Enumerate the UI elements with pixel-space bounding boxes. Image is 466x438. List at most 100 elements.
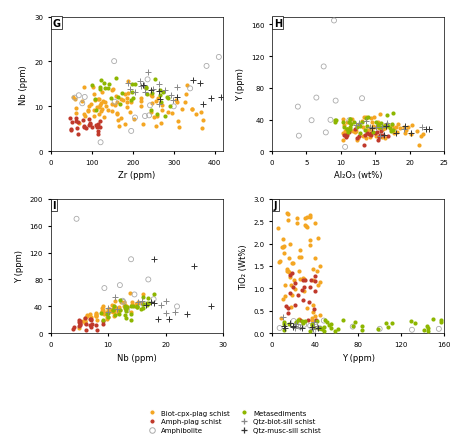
Point [377, 133, 384, 140]
Point [164, 110, 172, 117]
Point [341, 131, 349, 138]
Point [108, 95, 115, 102]
Point [348, 117, 356, 124]
Point [122, 315, 130, 322]
Point [85, 116, 92, 123]
Point [123, 307, 131, 314]
Point [143, 84, 150, 91]
Point [199, 101, 207, 108]
Point [199, 125, 206, 132]
Point [301, 318, 308, 325]
Point [294, 292, 302, 299]
Point [122, 312, 129, 319]
Text: J: J [274, 201, 277, 211]
Point [280, 250, 288, 257]
Point [79, 117, 86, 124]
Point [344, 126, 351, 133]
Point [141, 113, 149, 120]
Point [291, 286, 298, 293]
Point [313, 323, 320, 330]
Point [69, 94, 76, 101]
Point [76, 320, 83, 327]
Point [99, 307, 107, 314]
Point [89, 84, 96, 91]
Point [340, 130, 347, 137]
Point [284, 210, 291, 217]
Point [93, 104, 100, 111]
Point [275, 259, 283, 266]
Point [130, 95, 137, 102]
Point [100, 310, 107, 317]
Point [350, 120, 358, 127]
Point [384, 124, 392, 131]
Point [384, 134, 391, 141]
Point [281, 323, 288, 330]
Point [67, 127, 75, 134]
Y-axis label: Y (ppm): Y (ppm) [236, 68, 245, 101]
Y-axis label: Y (ppm): Y (ppm) [15, 250, 24, 283]
Point [311, 313, 319, 320]
Point [340, 137, 347, 144]
Point [174, 95, 181, 102]
Point [294, 220, 301, 227]
Point [104, 306, 112, 313]
Point [316, 263, 323, 270]
Point [121, 121, 128, 128]
Point [81, 314, 89, 321]
Point [104, 314, 111, 321]
Point [103, 314, 111, 321]
Point [87, 120, 94, 127]
Point [156, 87, 164, 94]
Point [437, 317, 445, 324]
Point [81, 124, 88, 131]
Point [303, 224, 310, 231]
Point [144, 276, 152, 283]
Point [151, 256, 158, 263]
Point [96, 102, 104, 109]
Point [289, 284, 297, 291]
Point [407, 318, 415, 325]
Point [82, 321, 89, 328]
Point [116, 307, 123, 314]
Point [83, 313, 90, 320]
Point [208, 303, 215, 310]
Point [316, 325, 323, 332]
Point [192, 111, 199, 118]
Point [327, 324, 335, 331]
Point [344, 130, 352, 137]
Point [134, 300, 142, 307]
Point [131, 291, 138, 298]
Point [389, 110, 397, 117]
Point [313, 268, 321, 275]
Point [320, 323, 328, 330]
Point [112, 76, 120, 83]
Point [281, 243, 288, 250]
Point [279, 244, 286, 251]
Point [71, 95, 78, 102]
Point [309, 328, 317, 335]
Point [150, 296, 158, 303]
Point [105, 304, 112, 311]
Point [137, 306, 144, 313]
Point [108, 307, 115, 314]
Point [135, 299, 142, 306]
Point [308, 324, 315, 331]
Point [91, 96, 99, 103]
Point [379, 133, 386, 140]
Point [313, 323, 320, 330]
Point [293, 321, 300, 328]
Point [158, 120, 165, 127]
Point [198, 110, 205, 117]
Point [103, 103, 110, 110]
Point [307, 322, 314, 329]
Point [137, 103, 145, 110]
Point [358, 322, 365, 329]
Point [111, 305, 119, 312]
Point [109, 101, 116, 108]
Point [117, 96, 124, 103]
Point [110, 313, 118, 320]
Point [105, 306, 113, 313]
Point [369, 129, 377, 136]
Point [136, 78, 144, 85]
Point [139, 300, 147, 307]
